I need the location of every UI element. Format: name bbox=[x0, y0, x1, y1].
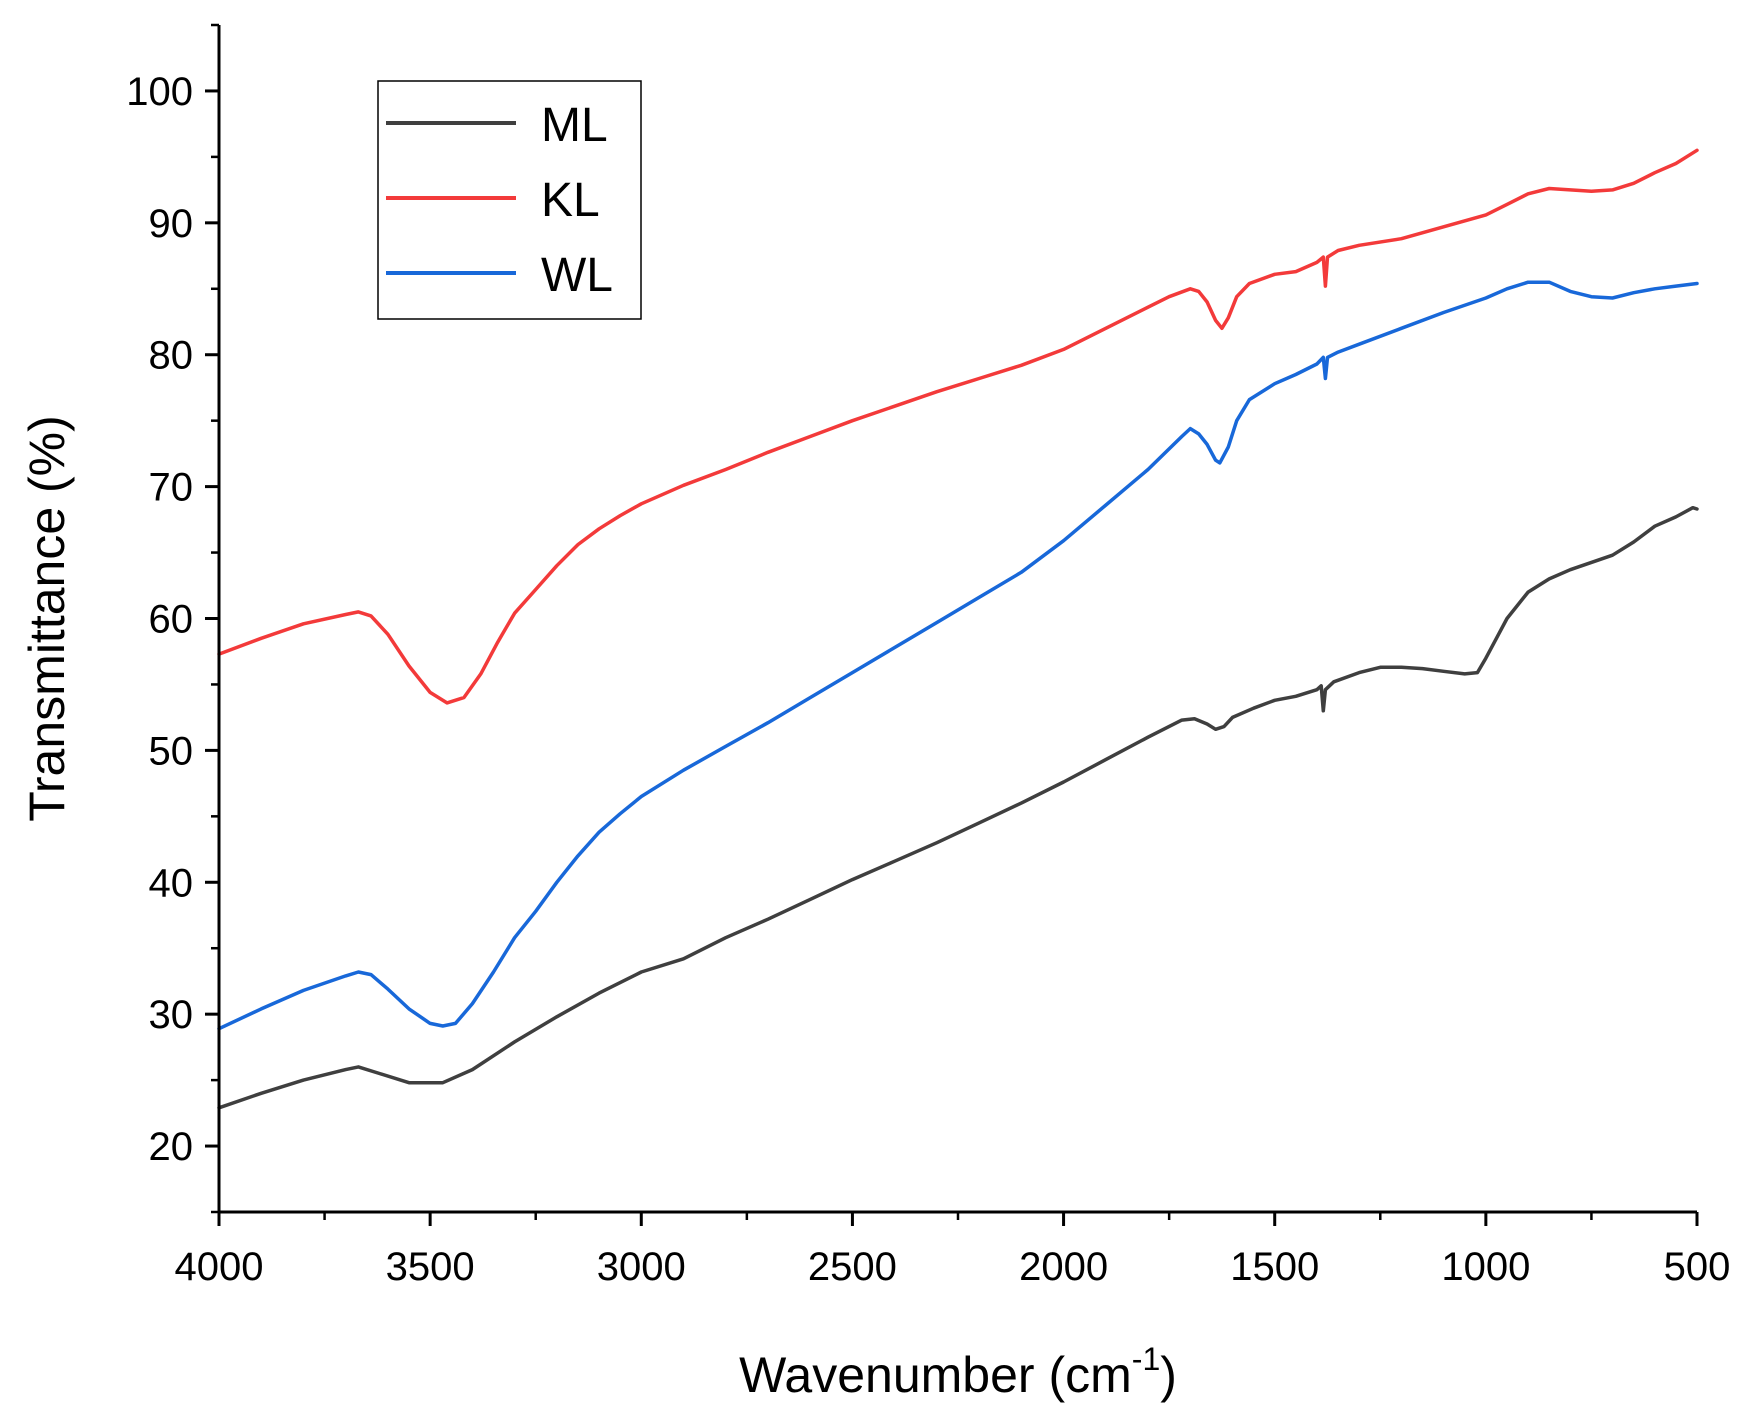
y-tick-label: 70 bbox=[149, 466, 194, 510]
legend: ML KL WL bbox=[377, 80, 642, 320]
x-tick-label: 4000 bbox=[175, 1245, 264, 1289]
y-tick-label: 50 bbox=[149, 729, 194, 773]
y-tick-label: 90 bbox=[149, 202, 194, 246]
x-axis-title-close: ) bbox=[1160, 1347, 1177, 1403]
legend-label-kl: KL bbox=[541, 174, 600, 227]
x-tick-label: 500 bbox=[1664, 1245, 1731, 1289]
series-line-wl bbox=[217, 280, 1699, 1031]
x-axis-title-superscript: -1 bbox=[1132, 1341, 1160, 1377]
legend-label-ml: ML bbox=[541, 99, 608, 152]
x-tick-label: 1500 bbox=[1230, 1245, 1319, 1289]
y-axis-title: Transmittance (%) bbox=[19, 415, 75, 822]
y-tick-label: 60 bbox=[149, 598, 194, 642]
series-layer bbox=[217, 148, 1699, 1110]
y-tick-label: 80 bbox=[149, 334, 194, 378]
y-tick-label: 20 bbox=[149, 1125, 194, 1169]
series-line-kl bbox=[217, 148, 1699, 705]
x-tick-label: 2500 bbox=[808, 1245, 897, 1289]
y-tick-label: 40 bbox=[149, 861, 194, 905]
x-tick-label: 3500 bbox=[386, 1245, 475, 1289]
series-line-ml bbox=[217, 505, 1699, 1110]
legend-label-wl: WL bbox=[541, 249, 613, 302]
x-axis-title-main: Wavenumber (cm bbox=[739, 1347, 1132, 1403]
x-axis-title: Wavenumber (cm-1) bbox=[739, 1341, 1177, 1403]
tick-layer: 20 30 40 50 60 70 80 90 100 4000 3500 3000 2500 2000 1… bbox=[126, 23, 1731, 1289]
x-tick-label: 3000 bbox=[597, 1245, 686, 1289]
y-tick-label: 30 bbox=[149, 993, 194, 1037]
y-tick-label: 100 bbox=[126, 70, 193, 114]
x-tick-label: 2000 bbox=[1019, 1245, 1108, 1289]
x-tick-label: 1000 bbox=[1441, 1245, 1530, 1289]
